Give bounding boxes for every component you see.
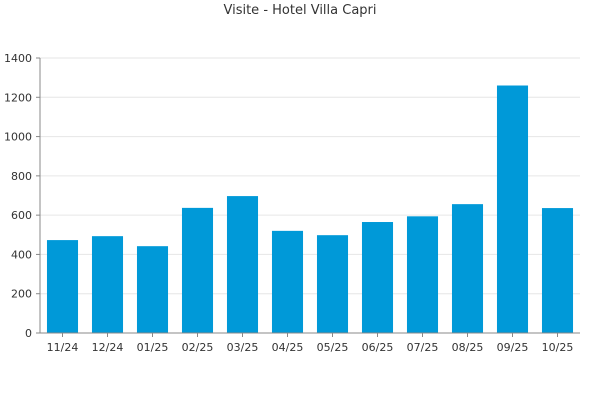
bar-10-25 <box>541 208 574 333</box>
x-tick-label: 07/25 <box>407 341 439 354</box>
y-tick-label: 600 <box>11 209 32 222</box>
bar-11-24 <box>46 240 79 333</box>
y-tick-label: 800 <box>11 170 32 183</box>
x-tick-label: 01/25 <box>137 341 169 354</box>
x-tick-label: 04/25 <box>272 341 304 354</box>
bar-06-25 <box>361 222 394 333</box>
bar-01-25 <box>136 246 169 333</box>
bar-09-25 <box>496 85 529 333</box>
bar-12-24 <box>91 236 124 333</box>
x-tick-label: 09/25 <box>497 341 529 354</box>
x-tick-label: 03/25 <box>227 341 259 354</box>
grid-lines <box>40 57 580 295</box>
x-tick-label: 10/25 <box>542 341 574 354</box>
bar-02-25 <box>181 207 214 333</box>
y-tick-label: 1400 <box>4 52 32 65</box>
x-tick-label: 02/25 <box>182 341 214 354</box>
y-tick-label: 200 <box>11 288 32 301</box>
x-tick-label: 06/25 <box>362 341 394 354</box>
y-tick-label: 400 <box>11 248 32 261</box>
chart-title: Visite - Hotel Villa Capri <box>223 3 377 18</box>
bar-08-25 <box>451 204 484 333</box>
x-tick-label: 12/24 <box>92 341 124 354</box>
y-tick-label: 1000 <box>4 131 32 144</box>
bar-05-25 <box>316 235 349 333</box>
bar-04-25 <box>271 230 304 333</box>
tick-labels: 0 200 400 600 800 1000 1200 1400 11/24 12/24 01/25… <box>4 52 573 354</box>
axes <box>36 57 580 337</box>
bars <box>46 85 574 333</box>
bar-07-25 <box>406 216 439 333</box>
x-tick-label: 08/25 <box>452 341 484 354</box>
x-tick-label: 11/24 <box>47 341 79 354</box>
bar-03-25 <box>226 196 259 333</box>
y-tick-label: 1200 <box>4 91 32 104</box>
x-tick-label: 05/25 <box>317 341 349 354</box>
y-tick-label: 0 <box>25 327 32 340</box>
